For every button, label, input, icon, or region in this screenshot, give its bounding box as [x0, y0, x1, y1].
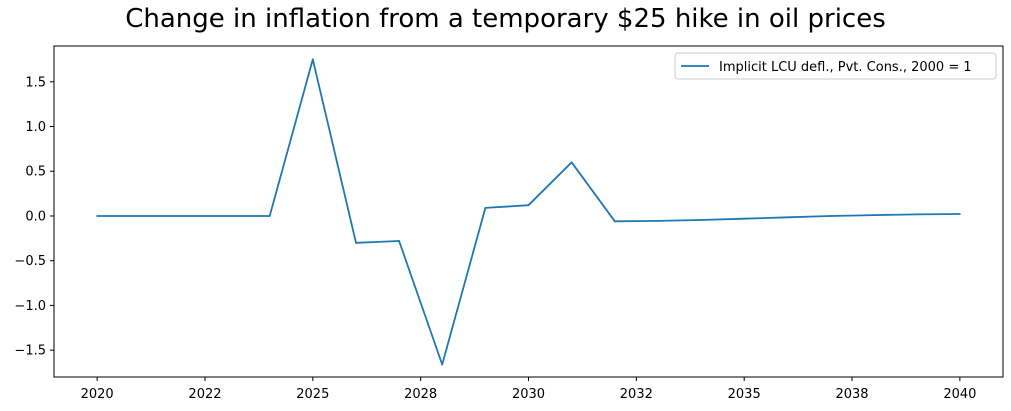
x-tick-label: 2028 [404, 387, 437, 402]
y-tick-label: −0.5 [14, 254, 46, 269]
data-point [829, 215, 832, 217]
x-tick-label: 2020 [81, 387, 114, 402]
series-layer [96, 58, 961, 366]
data-point [527, 204, 530, 207]
data-point [268, 215, 271, 217]
legend-box [674, 52, 997, 80]
data-point [959, 213, 961, 215]
data-point [613, 220, 616, 223]
y-tick-label: −1.0 [14, 299, 46, 314]
data-point [743, 217, 746, 220]
data-point [398, 240, 400, 242]
axes-frame [53, 45, 1004, 378]
data-point [872, 214, 875, 217]
data-point [657, 220, 659, 222]
x-tick-label: 2025 [296, 387, 329, 402]
chart-title: Change in inflation from a temporary $25… [125, 4, 886, 34]
data-point [139, 215, 142, 217]
data-point [355, 241, 357, 244]
data-point [96, 215, 98, 217]
x-tick-label: 2032 [620, 387, 653, 402]
data-point [915, 213, 918, 216]
data-point [311, 58, 314, 61]
data-point [786, 216, 789, 219]
y-tick-label: 1.0 [25, 120, 46, 135]
y-tick-label: 0.0 [25, 209, 46, 224]
x-tick-label: 2035 [728, 387, 761, 402]
axis-ticks: 2020 2022 2025 2028 2030 2032 2035 2038 2040 −1.5… [14, 75, 976, 402]
x-tick-label: 2038 [835, 387, 868, 402]
y-tick-label: −1.5 [14, 344, 46, 359]
data-point [441, 363, 444, 366]
data-point [225, 215, 228, 217]
data-point [700, 219, 702, 221]
legend: Implicit LCU defl., Pvt. Cons., 2000 = 1 [674, 52, 997, 80]
x-tick-label: 2040 [943, 387, 976, 402]
x-tick-label: 2030 [512, 387, 545, 402]
data-point [570, 161, 573, 164]
legend-label: Implicit LCU defl., Pvt. Cons., 2000 = 1 [719, 60, 972, 75]
y-tick-label: 1.5 [25, 75, 46, 90]
x-tick-label: 2022 [188, 387, 221, 402]
data-point [182, 215, 185, 217]
series-line-0 [97, 58, 960, 366]
y-tick-label: 0.5 [25, 165, 46, 180]
data-point [484, 207, 487, 209]
